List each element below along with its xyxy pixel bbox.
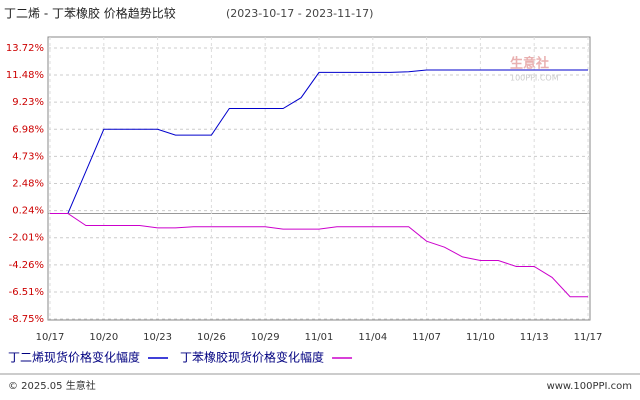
x-tick-label: 10/26	[197, 332, 226, 343]
x-tick-label: 11/10	[466, 332, 495, 343]
footer-left: © 2025.05 生意社	[8, 379, 96, 392]
y-tick-label: 0.24%	[12, 206, 44, 217]
y-tick-label: 6.98%	[12, 124, 44, 135]
x-tick-label: 10/23	[143, 332, 172, 343]
y-tick-label: -2.01%	[9, 233, 44, 244]
y-tick-label: -6.51%	[9, 287, 44, 298]
x-tick-label: 10/17	[36, 332, 65, 343]
x-tick-label: 11/04	[358, 332, 387, 343]
y-tick-label: -8.75%	[9, 314, 44, 325]
y-tick-label: 4.73%	[12, 151, 44, 162]
legend-label: 丁苯橡胶现货价格变化幅度	[180, 350, 324, 365]
y-tick-label: 11.48%	[6, 70, 44, 81]
watermark-sub: 100PPI.COM	[510, 74, 559, 83]
x-tick-label: 11/13	[520, 332, 549, 343]
y-tick-label: 9.23%	[12, 97, 44, 108]
x-tick-label: 10/20	[89, 332, 118, 343]
chart-title: 丁二烯 - 丁苯橡胶 价格趋势比较	[4, 6, 176, 21]
y-tick-label: -4.26%	[9, 260, 44, 271]
series-line	[50, 69, 588, 214]
x-tick-label: 10/29	[251, 332, 280, 343]
series-line	[50, 213, 588, 298]
y-tick-label: 13.72%	[6, 43, 44, 54]
watermark: 生意社	[510, 56, 549, 72]
chart-subtitle: (2023-10-17 - 2023-11-17)	[226, 7, 373, 20]
legend-label: 丁二烯现货价格变化幅度	[8, 350, 140, 365]
x-tick-label: 11/01	[305, 332, 334, 343]
x-tick-label: 11/07	[412, 332, 441, 343]
footer-right: www.100PPI.com	[547, 381, 632, 392]
x-tick-label: 11/17	[574, 332, 603, 343]
y-tick-label: 2.48%	[12, 179, 44, 190]
